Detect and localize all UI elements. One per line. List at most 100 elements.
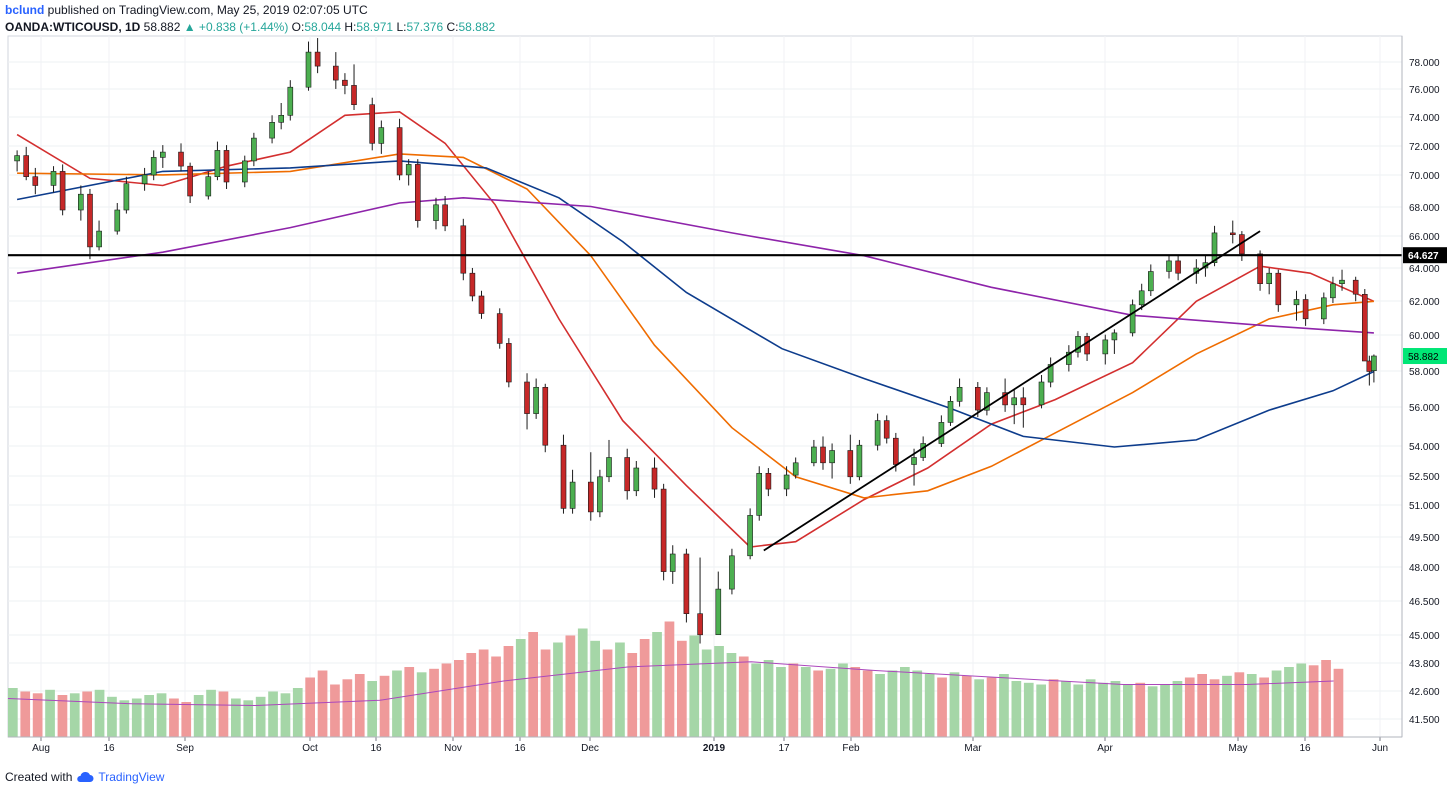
y-tick-label: 66.000 [1409, 232, 1440, 243]
volume-bar [850, 667, 861, 737]
candle-body [32, 176, 39, 186]
publisher-username[interactable]: bclund [5, 3, 45, 17]
candle-body [874, 420, 881, 446]
candle [938, 415, 945, 447]
y-tick-label: 51.000 [1409, 501, 1440, 512]
candle-body [287, 86, 294, 116]
candle [14, 150, 20, 172]
candle [829, 443, 835, 479]
candle-body [820, 446, 826, 464]
y-tick-label: 62.000 [1409, 297, 1440, 308]
candle-body [697, 613, 703, 636]
trendline [763, 230, 1261, 552]
published-info: published on TradingView.com, May 25, 20… [47, 3, 368, 17]
volume-bar [937, 677, 947, 737]
volume-bar [181, 702, 192, 737]
x-tick-label: 2019 [703, 743, 726, 754]
volume-bar [342, 679, 353, 738]
candle [460, 218, 467, 281]
candle-body [87, 193, 93, 248]
volume-bar [1135, 682, 1146, 738]
candle-body [1366, 360, 1373, 372]
volume-ma-line [7, 661, 1334, 707]
candle-body [187, 165, 193, 197]
candle [378, 120, 385, 154]
volume-bar [1085, 679, 1096, 738]
candle [984, 387, 990, 416]
candle [278, 102, 285, 130]
volume-bar [1110, 681, 1121, 737]
candle [947, 396, 954, 426]
candle-body [242, 160, 248, 183]
volume-bar [1098, 682, 1108, 738]
volume-bar [1209, 679, 1220, 738]
volume-bar [1234, 672, 1245, 738]
candle-body [624, 457, 631, 492]
volume-bar [354, 674, 365, 737]
volume-bar [776, 667, 786, 737]
volume-bar [1048, 679, 1059, 738]
candle-body [683, 553, 690, 615]
volume-bar [1073, 684, 1084, 737]
candle-body [405, 164, 412, 176]
volume-bar [887, 670, 898, 737]
volume-bar [491, 656, 501, 737]
candle-body [847, 450, 854, 478]
volume-bar [1271, 670, 1282, 737]
volume-bar [280, 693, 291, 738]
candle-body [1257, 253, 1263, 284]
candle [783, 466, 790, 497]
volume-bar [478, 649, 489, 737]
volume-bar [466, 653, 477, 737]
candle-body [1293, 299, 1300, 306]
volume-bar [231, 698, 241, 737]
candle-body [332, 65, 339, 81]
volume-bar [1333, 668, 1344, 738]
candle [160, 145, 166, 168]
volume-bar [1011, 681, 1022, 737]
y-tick-label: 60.000 [1409, 331, 1440, 342]
moving-averages [16, 110, 1375, 548]
volume-bar [986, 677, 997, 737]
volume-bar [1321, 660, 1331, 737]
publisher-line: bclund published on TradingView.com, May… [5, 3, 368, 17]
candle-body [715, 588, 722, 635]
candle-body [59, 171, 66, 211]
candle-body [920, 443, 927, 458]
candle [205, 171, 212, 200]
candle [883, 415, 890, 444]
candle-body [369, 104, 376, 144]
candle [1302, 294, 1309, 326]
candle-body [1362, 293, 1368, 362]
volume-bar [454, 660, 464, 737]
y-tick-label: 58.000 [1409, 367, 1440, 378]
y-tick-label: 56.000 [1409, 403, 1440, 414]
candle [1020, 387, 1027, 428]
candle-body [1266, 272, 1272, 285]
candle [756, 466, 763, 521]
candle [542, 383, 549, 453]
low-label: L: [396, 20, 407, 34]
candle [32, 167, 39, 195]
candle [651, 457, 658, 498]
volume-bar [169, 698, 179, 737]
candle-body [23, 155, 30, 178]
y-tick-label: 48.000 [1409, 563, 1440, 574]
candle-body [96, 230, 102, 248]
volume-bar [255, 696, 266, 738]
tradingview-brand-link[interactable]: TradingView [98, 770, 165, 784]
candle [1075, 331, 1081, 358]
candle [251, 132, 257, 167]
y-tick-label: 43.800 [1409, 659, 1440, 670]
volume-bar [392, 670, 402, 737]
candle-body [378, 127, 385, 144]
high-value: 58.971 [356, 20, 394, 34]
volume-bar [317, 670, 328, 737]
candle-body [1339, 279, 1345, 285]
candle-body [1302, 299, 1309, 320]
volume-bar [82, 691, 92, 737]
volume-bar [615, 642, 625, 737]
volume-bar [1036, 684, 1046, 737]
candle [1011, 389, 1018, 425]
